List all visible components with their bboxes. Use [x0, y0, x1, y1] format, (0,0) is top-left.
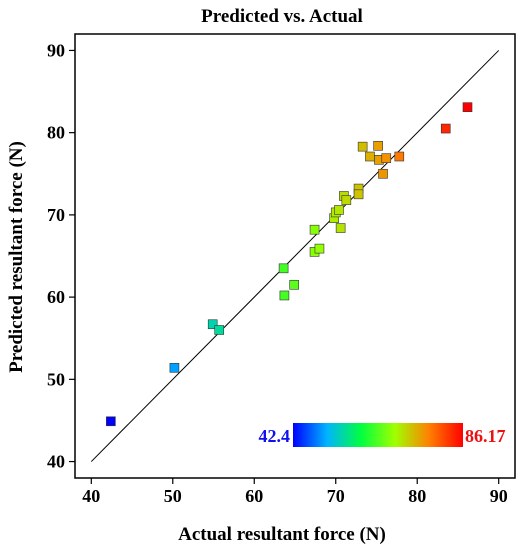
data-point [373, 141, 383, 151]
reference-line [90, 50, 500, 462]
data-point [106, 416, 116, 427]
x-axis-label: Actual resultant force (N) [178, 524, 386, 545]
data-point [381, 153, 392, 163]
y-tick-label: 70 [47, 205, 65, 225]
data-point [169, 363, 180, 373]
y-tick-label: 90 [47, 40, 65, 60]
data-point [341, 195, 352, 205]
colorbar [293, 423, 463, 447]
data-point [394, 151, 405, 162]
x-tick-label: 60 [245, 486, 263, 506]
data-point [440, 123, 451, 134]
y-tick-label: 40 [47, 452, 65, 472]
colorbar-min-label: 42.4 [259, 426, 291, 446]
x-tick-label: 70 [327, 486, 345, 506]
x-tick-label: 50 [164, 486, 182, 506]
y-tick-label: 60 [47, 287, 65, 307]
data-point [462, 102, 473, 112]
data-point [378, 168, 388, 179]
data-point [289, 279, 299, 290]
data-point [365, 151, 375, 162]
x-axis: 40 50 60 70 80 90 [82, 478, 508, 506]
y-axis-label: Predicted resultant force (N) [6, 141, 27, 373]
chart-title: Predicted vs. Actual [201, 6, 363, 27]
data-points [106, 102, 473, 427]
data-point [278, 263, 289, 274]
y-tick-label: 50 [47, 369, 65, 389]
colorbar-max-label: 86.17 [465, 426, 506, 446]
y-tick-label: 80 [47, 123, 65, 143]
plot-frame [74, 33, 516, 479]
data-point [334, 205, 344, 215]
data-point [279, 290, 290, 301]
data-point [309, 224, 320, 235]
data-point [314, 243, 325, 254]
data-point [207, 319, 218, 330]
data-point [335, 223, 346, 233]
x-tick-label: 90 [490, 486, 508, 506]
data-point [353, 189, 364, 200]
x-tick-label: 40 [82, 486, 100, 506]
data-point [357, 141, 368, 152]
y-axis: 40 50 60 70 80 90 [47, 40, 75, 472]
x-tick-label: 80 [408, 486, 426, 506]
data-point [214, 325, 225, 335]
